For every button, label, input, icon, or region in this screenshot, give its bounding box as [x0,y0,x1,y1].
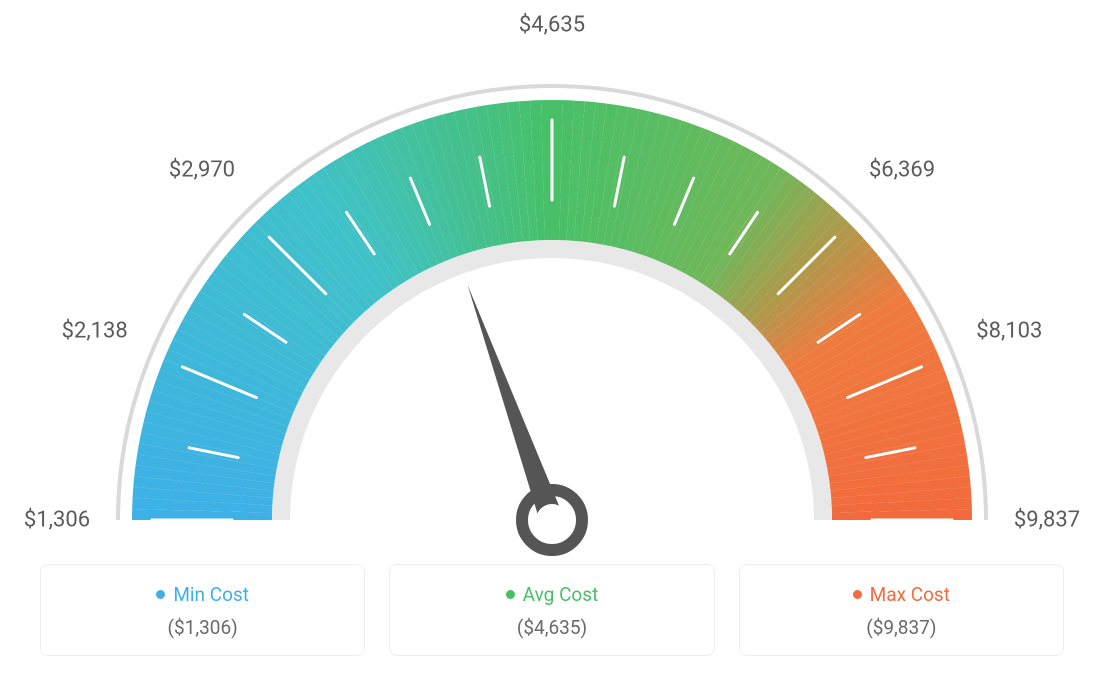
gauge-tick-label: $6,369 [869,157,935,182]
min-dot-icon [156,590,165,599]
avg-cost-label: Avg Cost [523,583,599,606]
gauge-tick-label: $4,635 [519,13,585,38]
avg-cost-value: ($4,635) [402,616,701,639]
avg-dot-icon [506,590,515,599]
max-dot-icon [853,590,862,599]
avg-cost-card: Avg Cost ($4,635) [389,564,714,656]
card-head: Avg Cost [402,583,701,606]
min-cost-value: ($1,306) [53,616,352,639]
gauge-svg [0,0,1104,560]
card-head: Max Cost [752,583,1051,606]
gauge-tick-label: $8,103 [976,318,1042,343]
max-cost-value: ($9,837) [752,616,1051,639]
min-cost-card: Min Cost ($1,306) [40,564,365,656]
summary-cards: Min Cost ($1,306) Avg Cost ($4,635) Max … [0,564,1104,656]
max-cost-card: Max Cost ($9,837) [739,564,1064,656]
gauge-tick-label: $9,837 [1014,508,1080,533]
card-head: Min Cost [53,583,352,606]
gauge-tick-label: $1,306 [24,508,90,533]
gauge-tick-label: $2,138 [62,318,128,343]
min-cost-label: Min Cost [173,583,249,606]
gauge-chart: $1,306 $2,138 $2,970 $4,635 $6,369 $8,103 $9,8… [0,0,1104,560]
max-cost-label: Max Cost [870,583,950,606]
gauge-tick-label: $2,970 [169,157,235,182]
